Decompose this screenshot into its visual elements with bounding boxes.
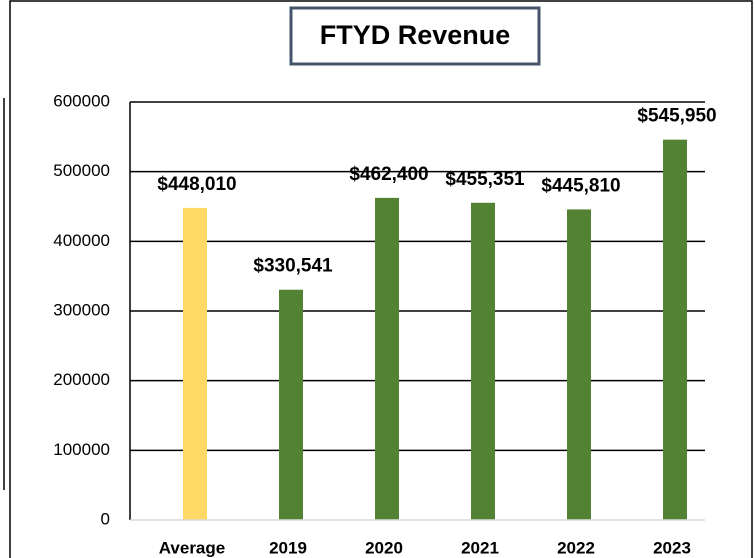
y-tick-label: 0 — [101, 509, 110, 528]
value-label: $545,950 — [637, 106, 716, 127]
value-label: $330,541 — [253, 256, 333, 277]
y-tick-label: 100000 — [53, 440, 110, 459]
x-tick-label: 2021 — [461, 538, 499, 557]
bar — [663, 139, 687, 520]
x-tick-label: 2022 — [557, 538, 595, 557]
y-tick-label: 300000 — [53, 300, 110, 319]
bar — [279, 289, 303, 520]
bar — [183, 207, 207, 521]
value-label: $445,810 — [541, 175, 620, 196]
y-tick-label: 500000 — [53, 161, 110, 180]
value-label: $455,351 — [445, 169, 525, 190]
title-box — [289, 6, 541, 66]
value-label: $462,400 — [349, 164, 428, 185]
bar — [567, 209, 591, 520]
value-label: $448,010 — [157, 174, 236, 195]
chart-title: FTYD Revenue — [320, 20, 511, 50]
y-tick-label: 200000 — [53, 370, 110, 389]
y-tick-label: 600000 — [53, 91, 110, 110]
bar — [375, 197, 399, 520]
y-tick-label: 400000 — [53, 231, 110, 250]
x-tick-label: 2019 — [269, 538, 307, 557]
x-tick-label: 2023 — [653, 538, 691, 557]
bar — [471, 202, 495, 520]
x-tick-label: 2020 — [365, 538, 403, 557]
x-tick-label: Average — [159, 538, 225, 557]
